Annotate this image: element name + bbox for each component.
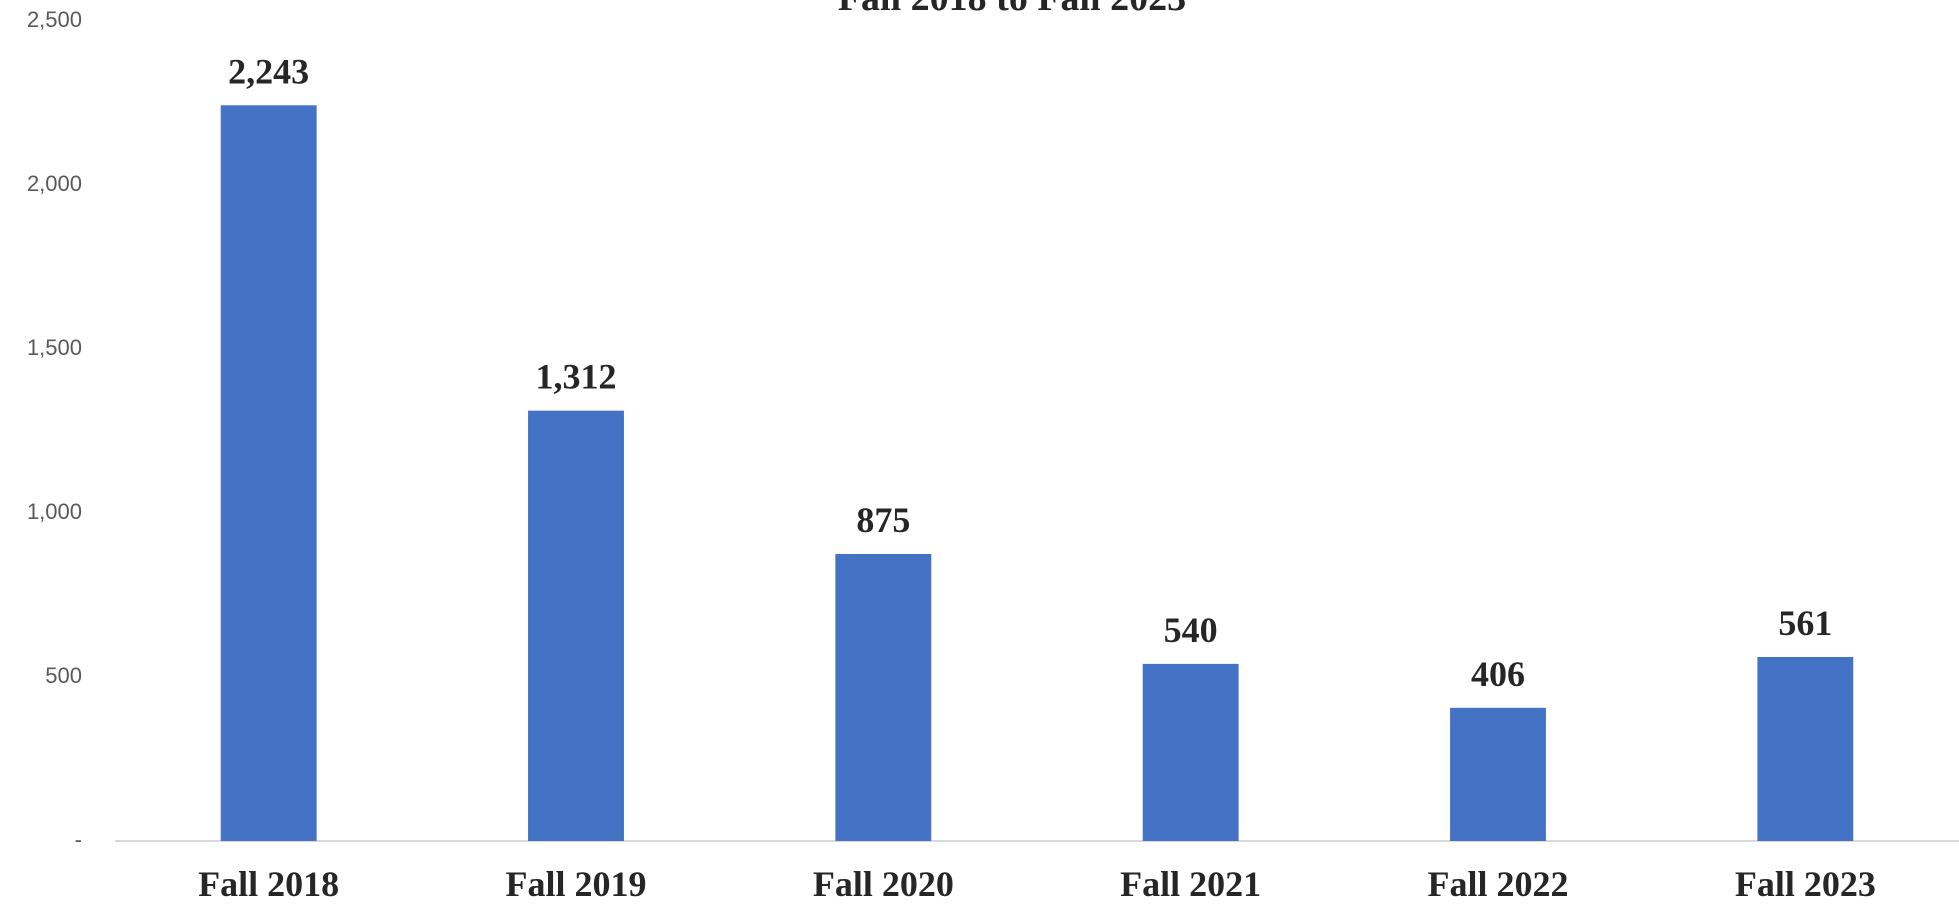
bar [835, 554, 932, 841]
bar [528, 410, 624, 841]
data-label: 406 [1471, 654, 1525, 694]
bar [1450, 707, 1546, 841]
bar [1757, 656, 1854, 841]
y-tick-label: 2,000 [27, 171, 82, 196]
x-tick-label: Fall 2021 [1120, 864, 1261, 904]
x-tick-label: Fall 2019 [506, 864, 647, 904]
data-label: 2,243 [228, 51, 309, 91]
y-tick-label: 1,500 [27, 335, 82, 360]
y-tick-label: 1,000 [27, 499, 82, 524]
x-tick-label: Fall 2018 [198, 864, 339, 904]
x-tick-label: Fall 2020 [813, 864, 954, 904]
bar [1142, 663, 1239, 841]
chart-title: Fall 2018 to Fall 2023 [838, 0, 1186, 19]
y-tick-label: 2,500 [27, 7, 82, 32]
x-tick-label: Fall 2023 [1735, 864, 1876, 904]
data-label: 1,312 [536, 357, 617, 397]
data-label: 875 [856, 500, 910, 540]
bar [220, 105, 317, 841]
data-label: 561 [1778, 603, 1832, 643]
y-tick-label: 500 [45, 663, 82, 688]
data-label: 540 [1164, 610, 1218, 650]
x-tick-label: Fall 2022 [1428, 864, 1569, 904]
y-tick-label: - [75, 827, 82, 852]
